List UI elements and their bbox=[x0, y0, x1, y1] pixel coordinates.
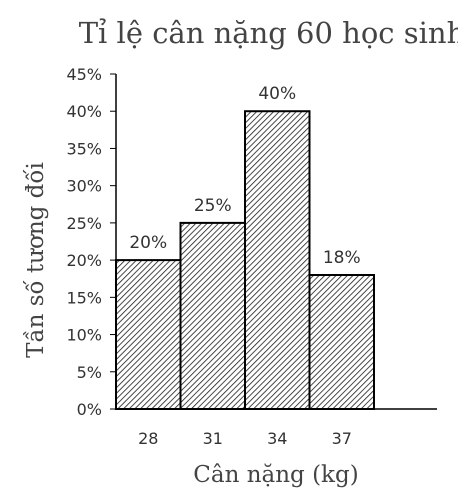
y-tick-label: 10% bbox=[66, 326, 102, 345]
y-tick-label: 25% bbox=[66, 214, 102, 233]
bar bbox=[244, 110, 311, 410]
bar bbox=[308, 274, 375, 410]
y-tick-label: 30% bbox=[66, 177, 102, 196]
y-tick-label: 35% bbox=[66, 139, 102, 158]
y-tick-label: 40% bbox=[66, 102, 102, 121]
x-tick-label: 37 bbox=[332, 429, 352, 448]
axes-group bbox=[115, 74, 437, 410]
y-axis-title: Tần số tương đối bbox=[23, 162, 49, 358]
data-label: 40% bbox=[258, 84, 296, 104]
data-label: 18% bbox=[323, 248, 361, 268]
x-tick-label: 28 bbox=[138, 429, 158, 448]
y-tick-label: 45% bbox=[66, 65, 102, 84]
y-tick-label: 0% bbox=[77, 400, 102, 419]
y-tick-label: 20% bbox=[66, 251, 102, 270]
bar bbox=[115, 259, 182, 410]
x-axis-title: Cân nặng (kg) bbox=[193, 462, 358, 488]
x-axis-ticks: 28 31 34 37 bbox=[138, 429, 352, 448]
y-axis-ticks: 0% 5% 10% 15% 20% 25% 30% 35% 40% 45% bbox=[66, 65, 116, 419]
x-tick-label: 31 bbox=[203, 429, 223, 448]
bar bbox=[179, 221, 246, 410]
data-label: 20% bbox=[129, 233, 167, 253]
x-tick-label: 34 bbox=[267, 429, 287, 448]
data-labels-group: 20% 25% 40% 18% bbox=[129, 84, 360, 268]
y-tick-label: 15% bbox=[66, 288, 102, 307]
chart-title: Tỉ lệ cân nặng 60 học sinh bbox=[79, 16, 458, 50]
y-tick-label: 5% bbox=[77, 363, 102, 382]
data-label: 25% bbox=[194, 196, 232, 216]
